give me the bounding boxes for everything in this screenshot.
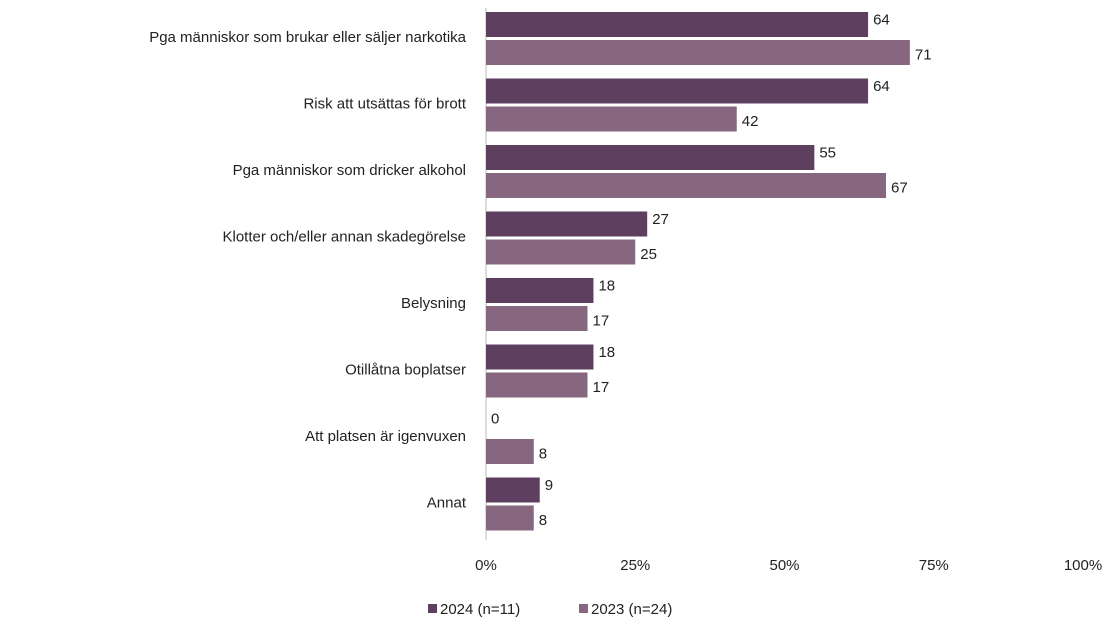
data-label: 27 — [652, 211, 669, 228]
bar — [486, 505, 534, 531]
y-tick-label: Klotter och/eller annan skadegörelse — [223, 229, 467, 246]
data-label: 0 — [491, 410, 499, 427]
y-tick-label: Pga människor som brukar eller säljer na… — [149, 29, 466, 46]
y-tick-label: Otillåtna boplatser — [345, 362, 466, 379]
bar — [486, 278, 594, 303]
bar — [486, 439, 534, 464]
legend-label: 2023 (n=24) — [591, 601, 672, 618]
x-tick-label: 50% — [769, 557, 799, 574]
x-tick-label: 0% — [475, 557, 497, 574]
bar — [486, 477, 540, 503]
bar — [486, 173, 886, 198]
data-label: 18 — [598, 277, 615, 294]
data-label: 55 — [819, 144, 836, 161]
y-tick-label: Att platsen är igenvuxen — [305, 428, 466, 445]
data-label: 71 — [915, 46, 932, 63]
legend-swatch — [579, 604, 588, 613]
bar — [486, 211, 648, 237]
bar — [486, 344, 594, 370]
x-tick-label: 100% — [1064, 557, 1102, 574]
legend-swatch — [428, 604, 437, 613]
bar — [486, 78, 869, 104]
data-label: 18 — [598, 344, 615, 361]
x-tick-label: 25% — [620, 557, 650, 574]
legend-label: 2024 (n=11) — [440, 601, 520, 618]
data-label: 64 — [873, 78, 890, 95]
x-tick-label: 75% — [919, 557, 949, 574]
bar — [486, 372, 588, 398]
y-tick-label: Pga människor som dricker alkohol — [233, 162, 466, 179]
data-label: 67 — [891, 179, 908, 196]
data-label: 64 — [873, 11, 890, 28]
data-label: 25 — [640, 246, 657, 263]
data-label: 9 — [545, 477, 553, 494]
y-tick-label: Belysning — [401, 295, 466, 312]
y-tick-label: Annat — [427, 495, 467, 512]
bar — [486, 106, 737, 132]
data-label: 8 — [539, 512, 547, 529]
y-tick-label: Risk att utsättas för brott — [303, 96, 466, 113]
bar — [486, 40, 910, 65]
data-label: 17 — [592, 312, 609, 329]
bar — [486, 306, 588, 331]
bar — [486, 145, 815, 170]
data-label: 42 — [742, 113, 759, 130]
data-label: 8 — [539, 445, 547, 462]
data-label: 17 — [592, 379, 609, 396]
bar — [486, 239, 636, 265]
bar — [486, 12, 869, 37]
